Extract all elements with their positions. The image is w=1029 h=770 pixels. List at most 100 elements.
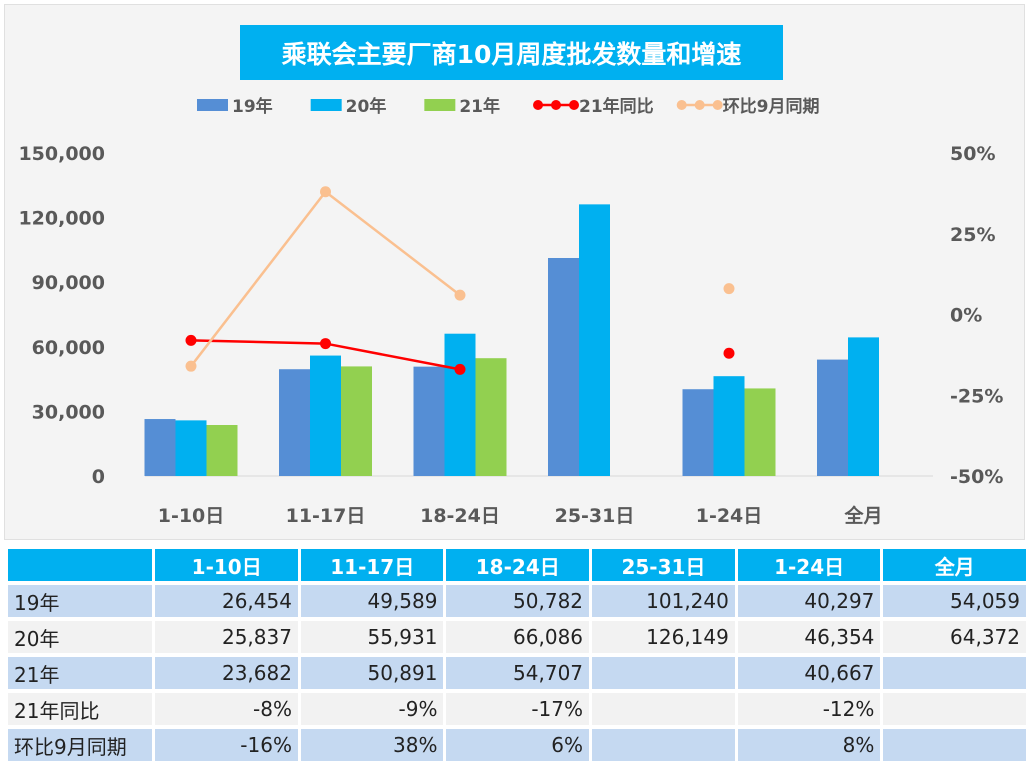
bar-20年 — [175, 420, 207, 476]
legend-marker-21年同比 — [533, 100, 544, 110]
point-21年同比 — [454, 363, 466, 375]
left-axis-tick-label: 90,000 — [32, 272, 105, 294]
bar-20年 — [444, 333, 476, 476]
legend-label: 21年 — [459, 96, 500, 117]
table-cell: 50,782 — [446, 585, 590, 617]
left-axis-tick-label: 120,000 — [18, 208, 105, 230]
bar-21年 — [341, 366, 372, 476]
legend-marker-环比9月同期 — [676, 100, 687, 110]
table-header-cell: 1-24日 — [737, 549, 881, 581]
bar-20年 — [713, 376, 745, 476]
bar-20年 — [310, 355, 341, 476]
table-cell — [592, 729, 735, 761]
point-环比9月同期 — [454, 289, 466, 301]
point-21年同比 — [723, 347, 735, 359]
chart-area: 0 30,000 60,000 90,000 120,000 150,000 -50% -25… — [4, 4, 1025, 540]
row-label: 19年 — [8, 585, 153, 617]
bar-19年 — [279, 369, 310, 476]
legend-marker-环比9月同期 — [712, 100, 723, 110]
table-cell: 49,589 — [300, 585, 444, 617]
point-21年同比 — [185, 334, 197, 346]
bar-19年 — [144, 419, 176, 476]
point-环比9月同期 — [723, 283, 735, 295]
bar-21年 — [206, 425, 238, 476]
legend-marker-环比9月同期 — [694, 100, 705, 110]
left-axis-tick-label: 30,000 — [32, 401, 105, 423]
legend-label: 21年同比 — [579, 96, 654, 117]
table-cell: -8% — [155, 693, 298, 725]
x-axis-tick-label: 25-31日 — [555, 505, 635, 527]
table-cell: -16% — [155, 729, 298, 761]
bar-19年 — [817, 359, 848, 476]
table-cell: 55,931 — [300, 621, 444, 653]
legend-label: 19年 — [232, 96, 273, 117]
table-row: 21年同比 -8% -9% -17% -12% — [8, 693, 1026, 725]
data-table: 1-10日 11-17日 18-24日 25-31日 1-24日 全月 19年 26,454… — [5, 545, 1029, 765]
table-cell: 8% — [737, 729, 881, 761]
bar-21年 — [475, 358, 507, 476]
table-row: 19年 26,454 49,589 50,782 101,240 40,297 54,059 — [8, 585, 1026, 617]
table-header-cell: 全月 — [883, 549, 1026, 581]
right-axis-tick-label: 0% — [950, 305, 982, 327]
table-cell — [883, 657, 1026, 689]
row-label: 21年同比 — [8, 693, 153, 725]
table-cell: 38% — [300, 729, 444, 761]
table-header-cell: 11-17日 — [300, 549, 444, 581]
left-axis-tick-label: 0 — [92, 466, 105, 488]
bar-19年 — [413, 366, 445, 476]
bar-19年 — [548, 257, 579, 476]
row-label: 环比9月同期 — [8, 729, 153, 761]
x-axis-tick-label: 11-17日 — [286, 505, 366, 527]
table-cell: 46,354 — [737, 621, 881, 653]
table-cell: 40,297 — [737, 585, 881, 617]
row-label: 20年 — [8, 621, 153, 653]
chart-title: 乘联会主要厂商10月周度批发数量和增速 — [240, 25, 783, 80]
table-cell: 101,240 — [592, 585, 735, 617]
legend-marker-21年同比 — [551, 100, 562, 110]
table-cell — [592, 693, 735, 725]
bar-21年 — [744, 388, 776, 476]
bar-20年 — [579, 204, 610, 477]
table-header-cell: 25-31日 — [592, 549, 735, 581]
table-cell: 54,059 — [883, 585, 1026, 617]
right-axis-tick-label: -25% — [950, 385, 1003, 407]
table-header-cell: 1-10日 — [155, 549, 298, 581]
table-header-cell — [8, 549, 153, 581]
x-axis-tick-label: 1-24日 — [696, 505, 763, 527]
table-row: 环比9月同期 -16% 38% 6% 8% — [8, 729, 1026, 761]
table-header-row: 1-10日 11-17日 18-24日 25-31日 1-24日 全月 — [8, 549, 1026, 581]
legend-swatch-20年 — [310, 99, 342, 111]
table-cell: 25,837 — [155, 621, 298, 653]
table-cell — [883, 693, 1026, 725]
table-cell: 66,086 — [446, 621, 590, 653]
table-cell: 126,149 — [592, 621, 735, 653]
table-cell: 26,454 — [155, 585, 298, 617]
table-row: 21年 23,682 50,891 54,707 40,667 — [8, 657, 1026, 689]
legend-label: 20年 — [346, 96, 387, 117]
table-cell: 23,682 — [155, 657, 298, 689]
right-axis-tick-label: -50% — [950, 466, 1003, 488]
table-cell: -17% — [446, 693, 590, 725]
table-cell: 54,707 — [446, 657, 590, 689]
table-cell: 40,667 — [737, 657, 881, 689]
x-axis-tick-label: 全月 — [843, 504, 882, 527]
table-cell: 64,372 — [883, 621, 1026, 653]
left-axis-tick-label: 60,000 — [32, 337, 105, 359]
right-axis-tick-label: 50% — [950, 143, 995, 165]
x-axis-tick-label: 18-24日 — [420, 505, 500, 527]
table-cell — [592, 657, 735, 689]
table-header-cell: 18-24日 — [446, 549, 590, 581]
table-cell: -9% — [300, 693, 444, 725]
table-cell: -12% — [737, 693, 881, 725]
point-21年同比 — [320, 338, 331, 350]
left-axis-tick-label: 150,000 — [18, 143, 105, 165]
table-cell: 6% — [446, 729, 590, 761]
table-row: 20年 25,837 55,931 66,086 126,149 46,354 64,372 — [8, 621, 1026, 653]
chart-svg: 0 30,000 60,000 90,000 120,000 150,000 -50% -25… — [18, 96, 1003, 527]
bar-20年 — [848, 337, 879, 476]
table-cell: 50,891 — [300, 657, 444, 689]
point-环比9月同期 — [185, 360, 197, 372]
point-环比9月同期 — [320, 186, 331, 198]
right-axis-tick-label: 25% — [950, 224, 995, 246]
x-axis-tick-label: 1-10日 — [158, 505, 225, 527]
